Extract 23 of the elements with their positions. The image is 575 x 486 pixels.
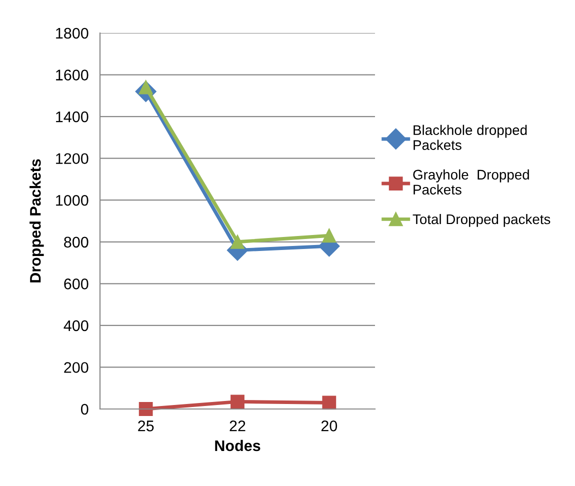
y-tick-label: 1800 [56, 28, 88, 39]
x-tick-label: 25 [138, 420, 154, 432]
point [138, 402, 153, 416]
y-tick-label: 1400 [56, 111, 88, 122]
y-tick-label: 600 [64, 278, 88, 290]
x-axis-title: Nodes [215, 440, 260, 452]
y-tick-label: 800 [64, 236, 88, 248]
legend-label: Total Dropped packets [412, 214, 550, 227]
x-tick-label: 22 [230, 420, 246, 432]
point [322, 396, 336, 410]
point [230, 394, 244, 409]
legend-label: Blackhole dropped Packets [414, 124, 527, 150]
x-tick-label: 20 [321, 420, 338, 432]
y-tick-label: 0 [80, 404, 88, 415]
point [322, 228, 336, 243]
y-tick-label: 200 [64, 362, 88, 373]
y-tick-label: 400 [64, 320, 88, 332]
legend-label: Grayhole Dropped Packets [413, 169, 529, 195]
y-tick-label: 1600 [56, 70, 88, 80]
y-axis-title: Dropped Packets [30, 159, 44, 282]
y-tick-label: 1000 [56, 194, 88, 206]
point [230, 234, 244, 249]
y-tick-label: 1200 [56, 153, 88, 164]
